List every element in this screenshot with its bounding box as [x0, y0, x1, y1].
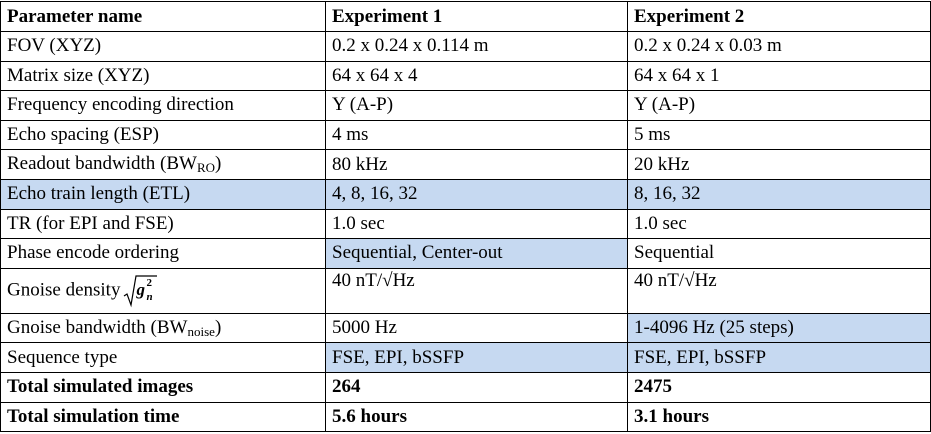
cell-text: Gnoise bandwidth (BW: [7, 316, 188, 338]
cell: 5 ms: [627, 119, 931, 151]
cell-text: Gnoise density: [7, 279, 121, 301]
cell: Gnoise density g 2 n: [0, 267, 326, 314]
cell: 8, 16, 32: [627, 178, 931, 210]
header-cell: Experiment 2: [627, 1, 931, 32]
cell: 4 ms: [325, 119, 628, 151]
cell: 3.1 hours: [627, 401, 931, 433]
cell: FOV (XYZ): [0, 31, 326, 62]
cell: TR (for EPI and FSE): [0, 208, 326, 240]
cell: 64 x 64 x 4: [325, 60, 628, 92]
row: Frequency encoding direction Y (A-P) Y (…: [0, 90, 931, 121]
formula-base: g: [136, 279, 145, 299]
cell: Phase encode ordering: [0, 238, 326, 269]
row: Echo spacing (ESP) 4 ms 5 ms: [0, 119, 931, 151]
cell: 1-4096 Hz (25 steps): [627, 312, 931, 344]
cell: Gnoise bandwidth (BWnoise): [0, 312, 326, 344]
cell: 80 kHz: [325, 149, 628, 180]
cell: 264: [325, 371, 628, 403]
subscript: RO: [196, 160, 216, 176]
cell: 0.2 x 0.24 x 0.114 m: [325, 31, 628, 62]
cell: 1.0 sec: [627, 208, 931, 240]
cell: Matrix size (XYZ): [0, 60, 326, 92]
subscript: noise: [187, 323, 215, 339]
cell: Y (A-P): [627, 90, 931, 121]
header-row: Parameter name Experiment 1 Experiment 2: [0, 1, 931, 32]
row: Phase encode ordering Sequential, Center…: [0, 238, 931, 269]
cell: Y (A-P): [325, 90, 628, 121]
cell: Frequency encoding direction: [0, 90, 326, 121]
cell-text: ): [215, 153, 222, 175]
cell: FSE, EPI, bSSFP: [627, 342, 931, 373]
cell: 4, 8, 16, 32: [325, 178, 628, 210]
row: Sequence type FSE, EPI, bSSFP FSE, EPI, …: [0, 342, 931, 373]
radical-sign: [124, 275, 158, 308]
cell: Sequential: [627, 238, 931, 269]
cell: Echo train length (ETL): [0, 178, 326, 210]
cell: 40 nT/√Hz: [627, 267, 931, 314]
cell: Sequence type: [0, 342, 326, 373]
row: Gnoise density g 2 n 40 nT/√Hz 40 nT/√Hz: [0, 267, 931, 314]
formula-superscript: 2: [146, 276, 152, 289]
cell: 1.0 sec: [325, 208, 628, 240]
formula-subscript: n: [146, 290, 153, 303]
cell: 2475: [627, 371, 931, 403]
cell: Sequential, Center-out: [325, 238, 628, 269]
cell: 5000 Hz: [325, 312, 628, 344]
cell: Readout bandwidth (BWRO): [0, 149, 326, 180]
cell-text: Readout bandwidth (BW: [7, 153, 197, 175]
header-cell: Experiment 1: [325, 1, 628, 32]
row: Matrix size (XYZ) 64 x 64 x 4 64 x 64 x …: [0, 60, 931, 92]
cell: 64 x 64 x 1: [627, 60, 931, 92]
cell: 40 nT/√Hz: [325, 267, 628, 314]
cell: Total simulation time: [0, 401, 326, 433]
row: Echo train length (ETL) 4, 8, 16, 32 8, …: [0, 178, 931, 210]
cell: Echo spacing (ESP): [0, 119, 326, 151]
cell: 20 kHz: [627, 149, 931, 180]
row: Total simulation time 5.6 hours 3.1 hour…: [0, 401, 931, 433]
cell-text: ): [214, 316, 222, 338]
row: TR (for EPI and FSE) 1.0 sec 1.0 sec: [0, 208, 931, 240]
cell: 0.2 x 0.24 x 0.03 m: [627, 31, 931, 62]
cell: 5.6 hours: [325, 401, 628, 433]
header-cell: Parameter name: [0, 1, 326, 32]
cell: Total simulated images: [0, 371, 326, 403]
row: FOV (XYZ) 0.2 x 0.24 x 0.114 m 0.2 x 0.2…: [0, 31, 931, 62]
row: Gnoise bandwidth (BWnoise) 5000 Hz 1-409…: [0, 312, 931, 344]
row: Readout bandwidth (BWRO) 80 kHz 20 kHz: [0, 149, 931, 180]
row: Total simulated images 264 2475: [0, 371, 931, 403]
cell: FSE, EPI, bSSFP: [325, 342, 628, 373]
